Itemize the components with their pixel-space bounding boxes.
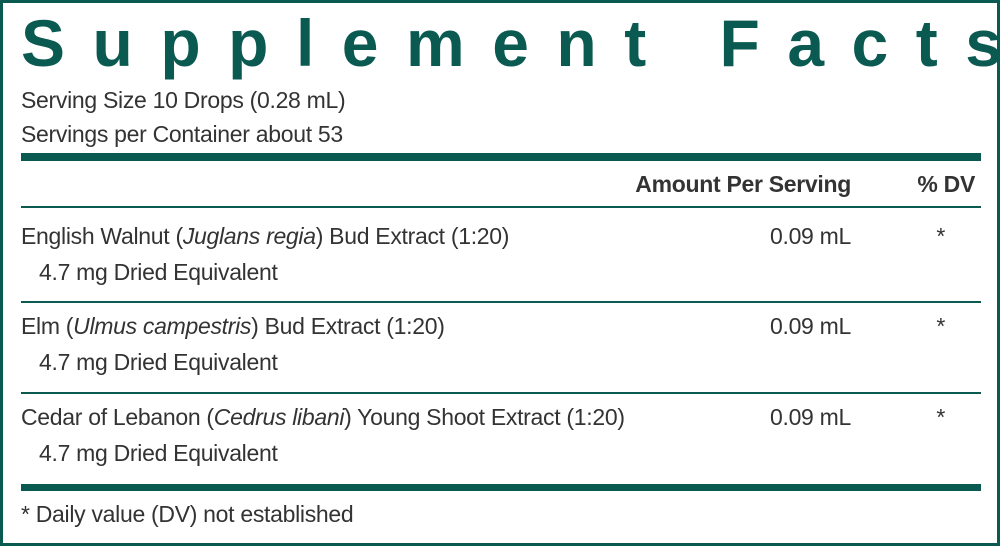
ingredient-name-end: ) Young Shoot Extract (1:20): [344, 404, 625, 430]
footnote: * Daily value (DV) not established: [21, 501, 354, 527]
ingredient-name-end: ) Bud Extract (1:20): [251, 313, 445, 339]
header-amount: Amount Per Serving: [635, 171, 851, 197]
thick-rule: [21, 153, 981, 161]
thin-rule: [21, 392, 981, 394]
latin-name: Juglans regia: [182, 223, 316, 249]
amount: 0.09 mL: [769, 223, 851, 249]
dried-equivalent: 4.7 mg Dried Equivalent: [39, 259, 278, 285]
thin-rule: [21, 206, 981, 208]
ingredient-name: Cedar of Lebanon (Cedrus libani) Young S…: [21, 404, 625, 431]
ingredient-name: English Walnut (Juglans regia) Bud Extra…: [21, 223, 509, 250]
ingredient-name-start: Elm (: [21, 313, 74, 339]
amount: 0.09 mL: [769, 313, 851, 339]
dv: *: [936, 223, 945, 249]
thick-rule: [21, 484, 981, 491]
dried-equivalent: 4.7 mg Dried Equivalent: [39, 440, 278, 466]
dv: *: [936, 404, 945, 430]
header-dv: % DV: [917, 171, 975, 197]
latin-name: Cedrus libani: [213, 404, 345, 430]
ingredient-name-start: English Walnut (: [21, 223, 183, 249]
ingredient-name-end: ) Bud Extract (1:20): [315, 223, 510, 249]
serving-size: Serving Size 10 Drops (0.28 mL): [21, 87, 346, 113]
thin-rule: [21, 301, 981, 303]
ingredient-name-start: Cedar of Lebanon (: [21, 404, 214, 430]
amount: 0.09 mL: [769, 404, 851, 430]
servings-per-container: Servings per Container about 53: [21, 121, 343, 147]
ingredient-name: Elm (Ulmus campestris) Bud Extract (1:20…: [21, 313, 445, 340]
latin-name: Ulmus campestris: [73, 313, 252, 339]
dv: *: [936, 313, 945, 339]
title: Supplement Facts: [21, 6, 1000, 80]
dried-equivalent: 4.7 mg Dried Equivalent: [39, 349, 278, 375]
